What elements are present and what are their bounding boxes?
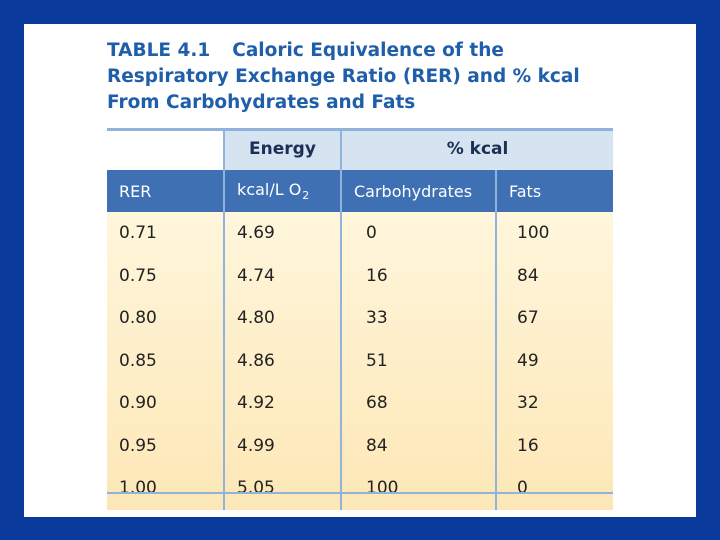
table-body: 0.71 4.69 0 100 0.75 4.74 16 84 0.80 4.8… (107, 212, 614, 510)
cell-fats: 0 (494, 467, 614, 510)
kcal-header-subscript: 2 (302, 189, 310, 202)
column-header-row: RER kcal/L O2 Carbohydrates Fats (107, 170, 614, 212)
cell-fats: 32 (494, 382, 614, 425)
table-row: 0.95 4.99 84 16 (107, 424, 614, 467)
cell-carbohydrates: 68 (340, 382, 496, 425)
cell-rer: 0.85 (119, 350, 157, 371)
cell-kcal: 4.86 (223, 339, 341, 382)
cell-carbohydrates: 100 (340, 467, 496, 510)
cell-kcal: 4.74 (223, 254, 341, 297)
table-number: TABLE 4.1 (107, 40, 211, 61)
cell-rer: 0.95 (119, 435, 157, 456)
table-top-rule (107, 128, 613, 131)
cell-rer: 0.75 (119, 265, 157, 286)
group-header-blank (107, 128, 224, 170)
cell-kcal: 4.69 (223, 212, 341, 255)
column-header-carbohydrates: Carbohydrates (340, 170, 496, 212)
cell-carbohydrates: 0 (340, 212, 496, 255)
table-caption: Caloric Equivalence of the Respiratory E… (107, 40, 580, 113)
group-header-percent-kcal: % kcal (339, 128, 614, 170)
cell-fats: 84 (494, 254, 614, 297)
group-header-energy: Energy (223, 128, 341, 170)
cell-carbohydrates: 33 (340, 297, 496, 340)
cell-rer: 0.80 (119, 308, 157, 329)
table-bottom-rule (107, 492, 613, 494)
cell-kcal: 4.80 (223, 297, 341, 340)
cell-fats: 49 (494, 339, 614, 382)
cell-rer: 0.90 (119, 393, 157, 414)
table-row: 0.75 4.74 16 84 (107, 254, 614, 297)
slide: TABLE 4.1 Caloric Equivalence of the Resp… (24, 24, 696, 517)
kcal-header-text: kcal/L O (237, 180, 302, 199)
cell-kcal: 4.92 (223, 382, 341, 425)
column-header-fats: Fats (494, 170, 614, 212)
table-row: 0.90 4.92 68 32 (107, 382, 614, 425)
cell-fats: 16 (494, 424, 614, 467)
cell-kcal: 4.99 (223, 424, 341, 467)
table-row: 0.85 4.86 51 49 (107, 339, 614, 382)
table-row: 0.80 4.80 33 67 (107, 297, 614, 340)
cell-rer: 1.00 (119, 478, 157, 499)
cell-carbohydrates: 84 (340, 424, 496, 467)
table-row: 1.00 5.05 100 0 (107, 467, 614, 510)
cell-carbohydrates: 16 (340, 254, 496, 297)
caloric-equivalence-table: Energy % kcal RER kcal/L O2 Carbohydrate… (107, 128, 614, 510)
table-row: 0.71 4.69 0 100 (107, 212, 614, 255)
group-header-row: Energy % kcal (107, 128, 614, 170)
column-header-kcal: kcal/L O2 (223, 170, 341, 212)
cell-carbohydrates: 51 (340, 339, 496, 382)
cell-kcal: 5.05 (223, 467, 341, 510)
column-header-rer: RER (107, 170, 224, 212)
cell-rer: 0.71 (119, 223, 157, 244)
cell-fats: 67 (494, 297, 614, 340)
cell-fats: 100 (494, 212, 614, 255)
table-title: TABLE 4.1 Caloric Equivalence of the Resp… (107, 38, 627, 116)
